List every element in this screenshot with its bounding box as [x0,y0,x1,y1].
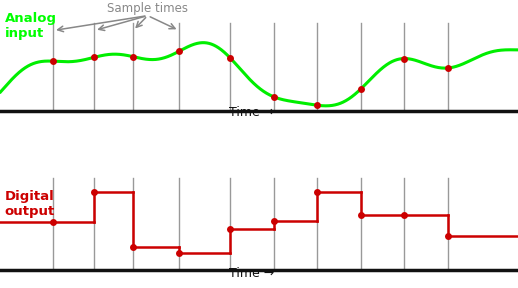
Text: Analog
input: Analog input [5,12,57,40]
Text: Time →: Time → [229,106,275,119]
Text: Time →: Time → [229,267,275,280]
Text: Sample times: Sample times [107,2,188,15]
Text: Digital
output: Digital output [5,190,55,218]
